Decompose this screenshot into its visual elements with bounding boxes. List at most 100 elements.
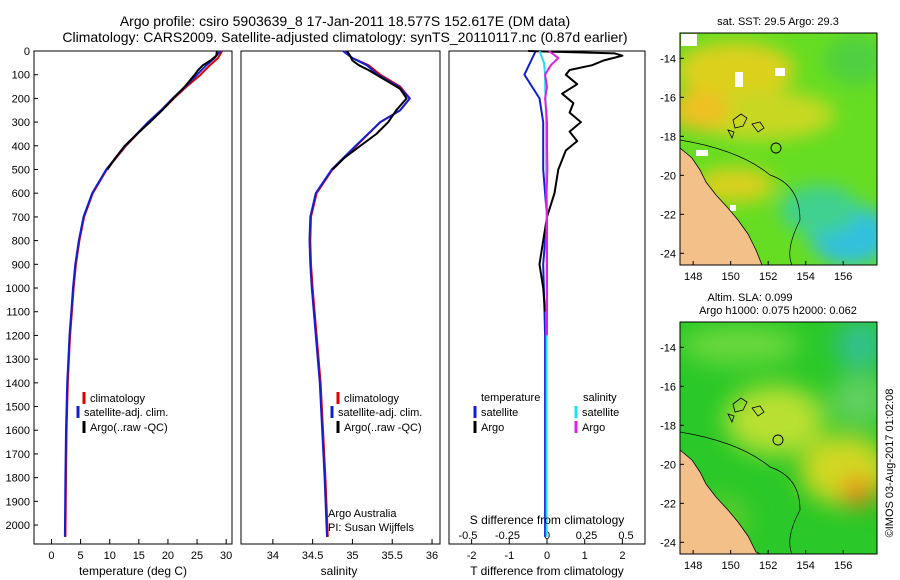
legend-header-temperature: temperature (481, 392, 540, 404)
difference-xtick-label: -1 (504, 550, 514, 562)
difference-xlabel: T difference from climatology (470, 564, 624, 578)
legend-label-temp-satellite: satellite (481, 407, 518, 419)
depth-ytick-label: 900 (12, 259, 30, 271)
depth-ytick-label: 1900 (6, 496, 30, 508)
difference-xtick-label: 2 (619, 550, 625, 562)
sst-map-ytick-label: -22 (660, 209, 676, 221)
sla-map-xtick-label: 156 (834, 560, 852, 572)
legend-label-climatology: climatology (90, 393, 146, 405)
difference-panel: -2 -1 0 1 2-0.5 -0.25 0 0.25 0.5 T difference fr… (448, 50, 646, 578)
depth-ytick-label: 1800 (6, 473, 30, 485)
difference-xtick-label: 1 (582, 550, 588, 562)
difference-xtick-label: 0 (544, 550, 550, 562)
temperature-xtick-label: 25 (191, 550, 203, 562)
sla-map-ytick-label: -16 (660, 381, 676, 393)
legend-header-salinity: salinity (583, 392, 617, 404)
depth-ytick-label: 1400 (6, 378, 30, 390)
sst-map-xtick-label: 156 (834, 271, 852, 283)
sst-map-xtick-label: 154 (797, 271, 815, 283)
temperature-series-climatology (64, 50, 223, 537)
salinity-xlabel: salinity (321, 564, 358, 578)
sst-map-ytick-label: -20 (660, 170, 676, 182)
sla-map-frame (679, 321, 878, 555)
header-line-2: Climatology: CARS2009. Satellite-adjuste… (62, 29, 627, 45)
difference-top-tick-label: 0.5 (618, 530, 633, 542)
difference-series-salinity-argo (544, 50, 560, 336)
salinity-xtick-label: 35.5 (382, 550, 403, 562)
depth-ytick-label: 1600 (6, 425, 30, 437)
sst-map-ytick-label: -24 (660, 248, 676, 260)
salinity-legend: climatology satellite-adj. clim. Argo(..… (330, 392, 422, 434)
temperature-xtick-label: 20 (162, 550, 174, 562)
difference-top-label: S difference from climatology (470, 513, 625, 527)
salinity-xtick-label: 35 (346, 550, 358, 562)
sla-map-ytick-label: -22 (660, 498, 676, 510)
temperature-axes-frame (33, 50, 233, 545)
difference-top-tick-label: 0.25 (576, 530, 597, 542)
sla-map-xtick-label: 148 (684, 560, 702, 572)
sst-isobath (680, 139, 801, 265)
legend-label-argo: Argo(..raw -QC) (344, 422, 422, 434)
salinity-xtick-label: 34 (267, 550, 279, 562)
sla-reefs (727, 397, 765, 424)
difference-top-tick-label: -0.25 (495, 530, 520, 542)
sla-map-ytick-label: -24 (660, 537, 676, 549)
depth-ytick-label: 600 (12, 188, 30, 200)
sst-map-ytick-label: -18 (660, 131, 676, 143)
credit-text: ©IMOS 03-Aug-2017 01:02:08 (884, 389, 896, 538)
temperature-xtick-label: 5 (78, 550, 84, 562)
sla-map-title: Altim. SLA: 0.099 (708, 292, 793, 304)
temperature-series-satellite-adj-clim (63, 50, 222, 537)
difference-series-temperature-argo (528, 50, 624, 312)
sla-map-ytick-label: -14 (660, 342, 676, 354)
depth-ytick-label: 1000 (6, 283, 30, 295)
legend-label-satellite: satellite-adj. clim. (84, 407, 168, 419)
sla-isobath (680, 431, 801, 554)
difference-legend: temperature salinity satellite Argo sate… (473, 392, 619, 434)
depth-ytick-label: 1500 (6, 402, 30, 414)
salinity-xtick-label: 34.5 (302, 550, 323, 562)
salinity-series-satellite-adj-clim (308, 50, 411, 537)
legend-label-argo: Argo(..raw -QC) (90, 422, 168, 434)
temperature-xtick-label: 15 (133, 550, 145, 562)
sla-map: Altim. SLA: 0.099 Argo h1000: 0.075 h200… (660, 292, 878, 572)
temperature-series-argo-raw-qc (106, 50, 218, 171)
salinity-series-argo-raw-qc (331, 50, 408, 171)
header-line-1: Argo profile: csiro 5903639_8 17-Jan-201… (120, 13, 570, 29)
salinity-panel: 34 34.5 35 35.5 36 salinity climatology sate… (240, 50, 441, 578)
depth-ytick-label: 1700 (6, 449, 30, 461)
sst-map-ytick-label: -16 (660, 92, 676, 104)
legend-label-climatology: climatology (344, 393, 400, 405)
sst-map-ytick-label: -14 (660, 53, 676, 65)
legend-label-sal-argo: Argo (582, 422, 605, 434)
legend-label-temp-argo: Argo (481, 422, 504, 434)
depth-ytick-label: 300 (12, 117, 30, 129)
sla-map-ytick-label: -20 (660, 459, 676, 471)
depth-ytick-label: 2000 (6, 520, 30, 532)
legend-label-satellite: satellite-adj. clim. (338, 407, 422, 419)
depth-ytick-label: 200 (12, 93, 30, 105)
temperature-xtick-label: 0 (48, 550, 54, 562)
sla-map-xtick-label: 150 (721, 560, 739, 572)
temperature-legend: climatology satellite-adj. clim. Argo(..… (76, 392, 168, 434)
sst-map-xtick-label: 152 (759, 271, 777, 283)
depth-ytick-label: 500 (12, 165, 30, 177)
depth-ytick-label: 700 (12, 212, 30, 224)
sst-map-frame (679, 32, 878, 266)
sst-argo-position (770, 142, 782, 154)
difference-xtick-label: -2 (467, 550, 477, 562)
sst-map-xtick-label: 150 (721, 271, 739, 283)
temperature-xlabel: temperature (deg C) (79, 564, 187, 578)
depth-ytick-label: 1300 (6, 354, 30, 366)
sst-map: sat. SST: 29.5 Argo: 29.3 148 150 15 (660, 16, 878, 283)
depth-ytick-label: 1200 (6, 330, 30, 342)
salinity-xtick-label: 36 (426, 550, 438, 562)
sst-map-title: sat. SST: 29.5 Argo: 29.3 (717, 16, 839, 28)
depth-ytick-label: 400 (12, 141, 30, 153)
temperature-panel: 0100200300400500600700800900100011001200… (6, 46, 233, 578)
sla-map-xtick-label: 152 (759, 560, 777, 572)
sla-map-xtick-label: 154 (797, 560, 815, 572)
difference-series-temperature-satellite (523, 50, 548, 537)
temperature-xtick-label: 10 (104, 550, 116, 562)
